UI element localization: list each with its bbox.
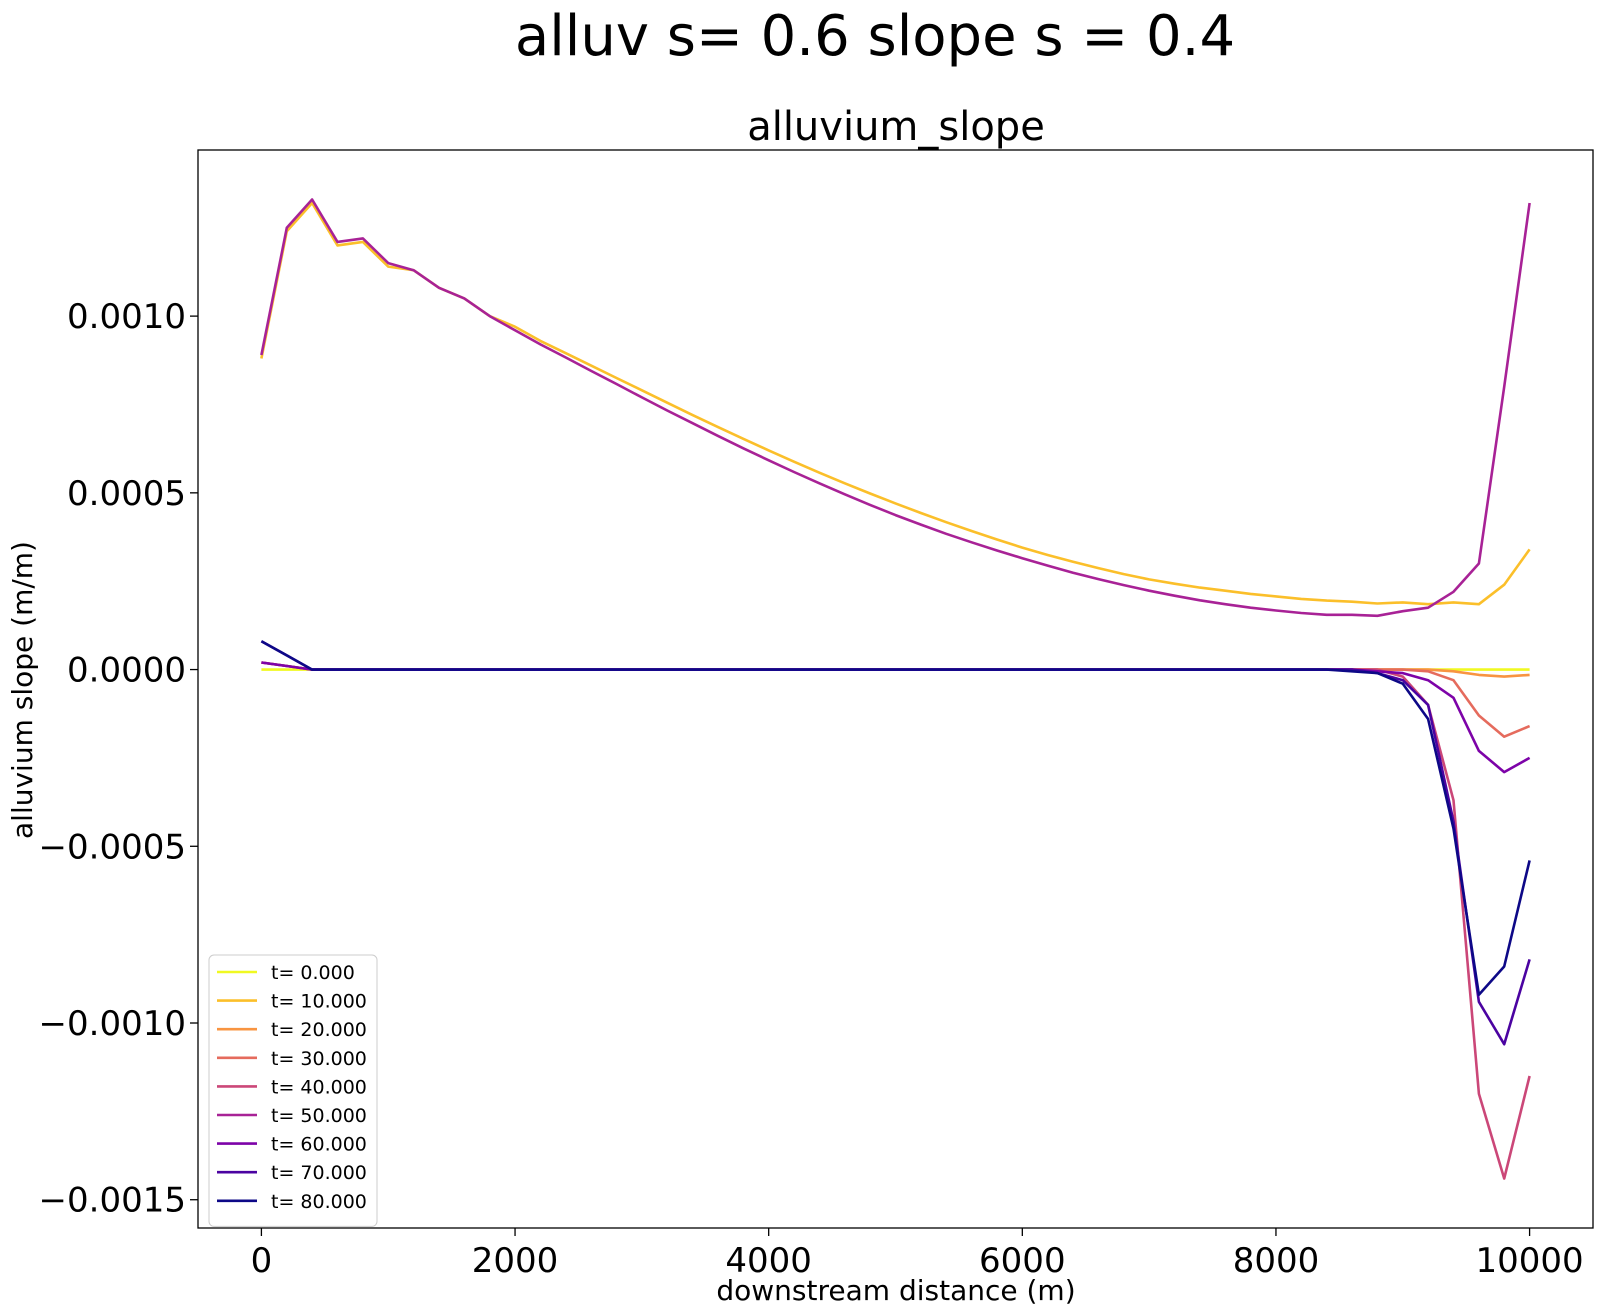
series-line [260, 640, 1531, 997]
x-tick-label: 10000 [1476, 1241, 1584, 1281]
chart-suptitle: alluv s= 0.6 slope s = 0.4 [515, 4, 1235, 69]
y-tick-label: 0.0010 [67, 297, 186, 337]
legend-label: t= 40.000 [271, 1076, 367, 1098]
x-tick-label: 2000 [472, 1241, 559, 1281]
chart-title: alluvium_slope [747, 104, 1045, 150]
x-tick-label: 8000 [1233, 1241, 1320, 1281]
x-axis-label: downstream distance (m) [716, 1274, 1075, 1307]
legend-label: t= 50.000 [271, 1105, 367, 1127]
legend-label: t= 80.000 [271, 1191, 367, 1213]
legend-label: t= 20.000 [271, 1019, 367, 1041]
series-line [260, 201, 1531, 606]
y-tick-label: 0.0005 [67, 474, 186, 514]
series-line [260, 640, 1531, 1046]
plot-area: 0 2000 4000 6000 8000 10000 0.0010 0.0005 0.000… [39, 149, 1594, 1281]
y-tick-label: −0.0015 [39, 1181, 186, 1221]
y-tick-label: −0.0005 [39, 827, 186, 867]
y-tick-label: −0.0010 [39, 1004, 186, 1044]
y-tick-label: 0.0000 [67, 651, 186, 691]
series-line [261, 661, 1531, 739]
x-axis: 0 2000 4000 6000 8000 10000 [251, 1228, 1584, 1281]
legend: t= 0.000 t= 10.000 t= 20.000 t= 30.000 t= 40… [208, 954, 378, 1227]
x-tick-label: 6000 [979, 1241, 1066, 1281]
y-axis: 0.0010 0.0005 0.0000 −0.0005 −0.0010 −0.0015 [39, 297, 198, 1221]
legend-box [208, 954, 378, 1227]
series-group [260, 198, 1531, 1180]
series-line [260, 198, 1531, 618]
series-line [261, 661, 1531, 774]
y-axis-label: alluvium slope (m/m) [6, 541, 39, 839]
legend-label: t= 10.000 [271, 991, 367, 1013]
x-tick-label: 4000 [725, 1241, 812, 1281]
series-line [261, 661, 1531, 1180]
legend-label: t= 0.000 [271, 962, 355, 984]
plot-frame [197, 149, 1594, 1229]
legend-label: t= 60.000 [271, 1134, 367, 1156]
legend-label: t= 70.000 [271, 1162, 367, 1184]
legend-label: t= 30.000 [271, 1048, 367, 1070]
x-tick-label: 0 [251, 1241, 273, 1281]
